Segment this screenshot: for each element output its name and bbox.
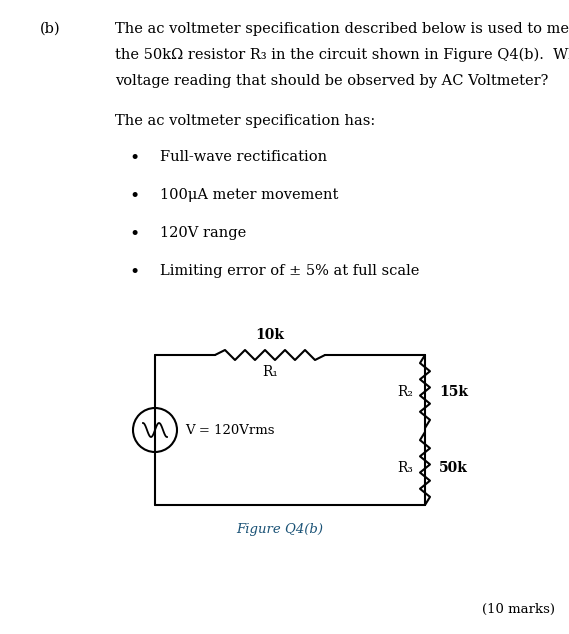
- Text: •: •: [130, 150, 140, 167]
- Text: (10 marks): (10 marks): [482, 603, 555, 616]
- Text: The ac voltmeter specification has:: The ac voltmeter specification has:: [115, 114, 375, 128]
- Text: 15k: 15k: [439, 384, 468, 399]
- Text: (b): (b): [40, 22, 61, 36]
- Text: •: •: [130, 264, 140, 281]
- Text: Figure Q4(b): Figure Q4(b): [237, 523, 324, 536]
- Text: R₂: R₂: [397, 384, 413, 399]
- Text: •: •: [130, 226, 140, 243]
- Text: Full-wave rectification: Full-wave rectification: [160, 150, 327, 164]
- Text: Limiting error of ± 5% at full scale: Limiting error of ± 5% at full scale: [160, 264, 419, 278]
- Text: 100μA meter movement: 100μA meter movement: [160, 188, 339, 202]
- Text: 120V range: 120V range: [160, 226, 246, 240]
- Text: R₃: R₃: [397, 462, 413, 476]
- Text: 10k: 10k: [255, 328, 284, 342]
- Text: •: •: [130, 188, 140, 205]
- Text: V = 120Vrms: V = 120Vrms: [185, 424, 274, 436]
- Text: the 50kΩ resistor R₃ in the circuit shown in Figure Q4(b).  What is the minimum: the 50kΩ resistor R₃ in the circuit show…: [115, 48, 569, 62]
- Text: voltage reading that should be observed by AC Voltmeter?: voltage reading that should be observed …: [115, 74, 549, 88]
- Text: 50k: 50k: [439, 462, 468, 476]
- Text: R₁: R₁: [262, 365, 278, 379]
- Text: The ac voltmeter specification described below is used to measure the voltage ac: The ac voltmeter specification described…: [115, 22, 569, 36]
